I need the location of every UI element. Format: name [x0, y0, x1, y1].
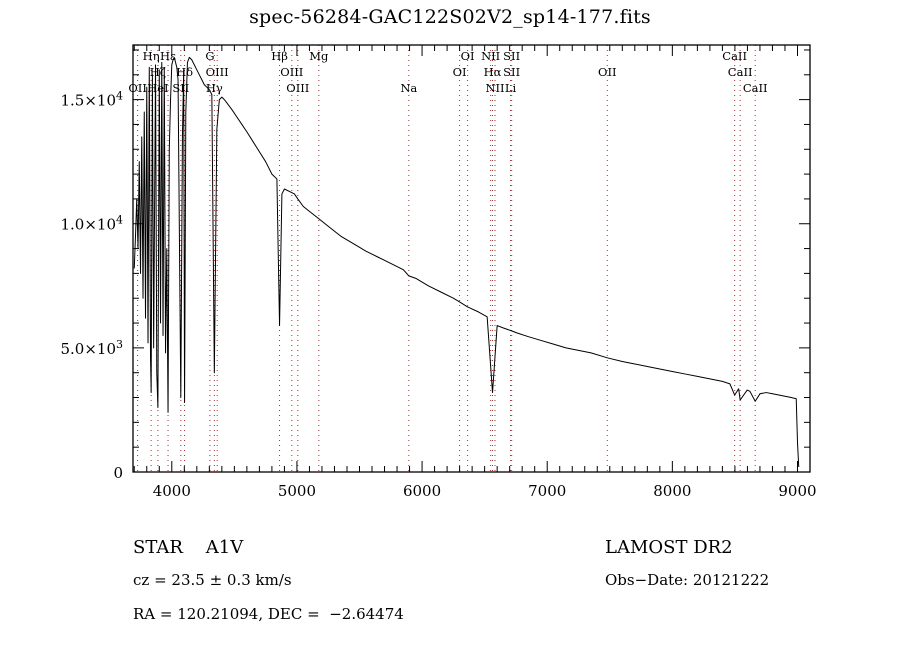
spectral-line-label: SII: [503, 49, 520, 63]
spectral-line-label: Hβ: [271, 49, 288, 63]
spectral-line-label: Hη: [143, 49, 160, 63]
spectral-line-label: CaII: [728, 65, 753, 79]
x-tick-label: 5000: [278, 482, 316, 500]
coordinates-text: RA = 120.21094, DEC = −2.64474: [133, 605, 404, 623]
y-tick-label: 1.0×104: [60, 214, 123, 234]
spectral-line-label: Hα: [484, 65, 502, 79]
y-axis-ticks: 0 5.0×103 1.0×104 1.5×104: [60, 49, 810, 482]
x-tick-label: 7000: [528, 482, 566, 500]
spectral-line-label: OIII: [206, 65, 229, 79]
spectral-line-label: OI: [461, 49, 475, 63]
y-tick-label: 5.0×103: [60, 338, 123, 358]
spectral-line-gridlines: [137, 45, 756, 472]
spectral-line-label: HeI: [147, 81, 168, 95]
x-tick-label: 9000: [778, 482, 816, 500]
spectral-line-label: Li: [505, 81, 517, 95]
page-title: spec-56284-GAC122S02V2_sp14-177.fits: [249, 6, 651, 28]
spectral-line-labels: OII Hη HeI Hζ Hε SII Hδ Hγ G OIII Hβ OIII OIII Mg Na OI…: [128, 49, 767, 95]
spectral-line-label: CaII: [743, 81, 768, 95]
spectral-line-label: SII: [172, 81, 189, 95]
x-tick-label: 6000: [403, 482, 441, 500]
spectral-line-label: G: [205, 49, 214, 63]
axis-frame: [132, 44, 811, 473]
spectral-line-label: Hζ: [150, 65, 166, 79]
spectral-line-label: Hε: [160, 49, 176, 63]
spectral-line-label: Hγ: [206, 81, 223, 95]
spectral-line-label: OII: [128, 81, 147, 95]
spectrum-trace: [133, 56, 800, 468]
x-tick-label: 4000: [153, 482, 191, 500]
spectral-line-label: OIII: [286, 81, 309, 95]
x-tick-label: 8000: [653, 482, 691, 500]
y-tick-label: 0: [113, 464, 123, 482]
x-axis-ticks: 4000 5000 6000 7000 8000 9000: [133, 45, 817, 500]
y-tick-label: 1.5×104: [60, 90, 123, 110]
spectral-line-label: NII: [485, 81, 504, 95]
spectral-line-label: SII: [503, 65, 520, 79]
spectral-line-label: OI: [453, 65, 467, 79]
spectral-line-label: Mg: [309, 49, 329, 63]
star-type-text: STAR A1V: [133, 537, 244, 558]
spectral-line-label: Na: [400, 81, 417, 95]
obs-date-text: Obs−Date: 20121222: [605, 571, 770, 589]
spectral-line-label: OII: [598, 65, 617, 79]
spectral-line-label: CaII: [722, 49, 747, 63]
spectral-line-label: Hδ: [176, 65, 193, 79]
redshift-text: cz = 23.5 ± 0.3 km/s: [133, 571, 292, 589]
spectral-line-label: NII: [481, 49, 500, 63]
survey-name-text: LAMOST DR2: [605, 537, 733, 558]
spectral-line-label: OIII: [280, 65, 303, 79]
